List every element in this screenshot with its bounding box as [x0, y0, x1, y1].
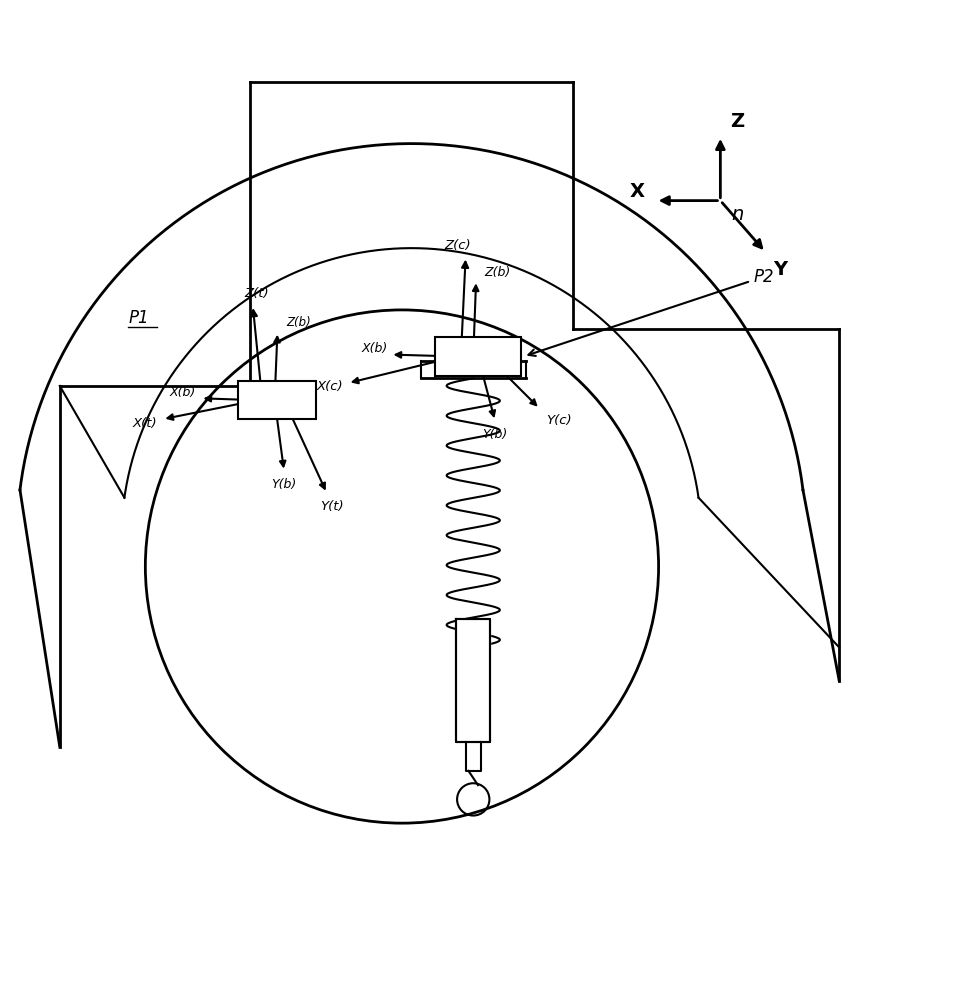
Text: X(c): X(c) [316, 380, 343, 393]
Text: P1: P1 [128, 309, 149, 327]
Text: Y(c): Y(c) [547, 414, 572, 427]
Text: Y(b): Y(b) [272, 478, 296, 491]
Text: P2: P2 [529, 268, 774, 356]
Bar [238, 381, 316, 419]
Text: Z(b): Z(b) [286, 316, 311, 329]
Text: Y(b): Y(b) [483, 428, 508, 441]
Text: X: X [629, 182, 644, 201]
Text: Y: Y [773, 260, 788, 279]
Text: Z: Z [729, 112, 744, 131]
Text: Z(b): Z(b) [485, 266, 511, 279]
Bar [435, 337, 521, 376]
Text: Z(t): Z(t) [244, 287, 269, 300]
Text: Z(c): Z(c) [445, 239, 471, 252]
Text: n: n [731, 205, 744, 224]
Text: X(t): X(t) [133, 417, 158, 430]
Text: Y(t): Y(t) [320, 500, 343, 513]
Text: X(b): X(b) [361, 342, 388, 355]
Text: X(b): X(b) [169, 386, 196, 399]
